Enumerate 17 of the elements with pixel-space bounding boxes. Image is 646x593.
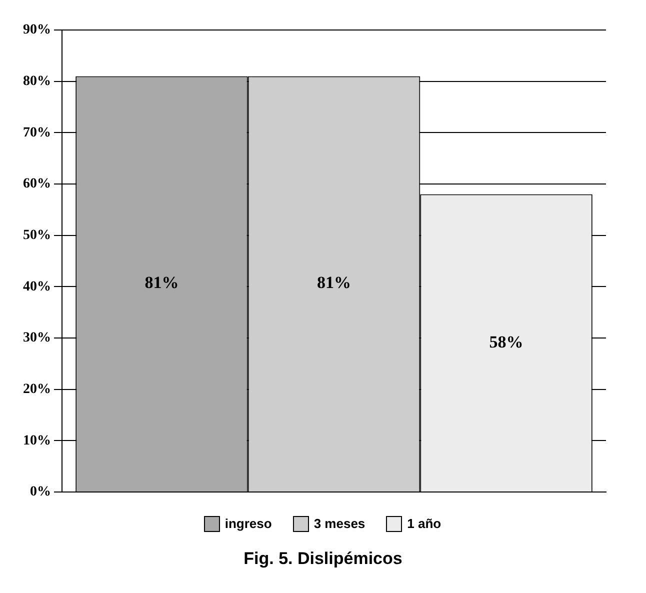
data-label: 58% <box>489 332 524 352</box>
y-tick-label: 10% <box>23 433 51 448</box>
y-tick-label: 90% <box>23 22 51 38</box>
y-tick-label: 40% <box>23 279 51 294</box>
y-tick-label: 20% <box>23 382 51 397</box>
legend-label: ingreso <box>224 516 272 531</box>
y-tick-label: 70% <box>23 125 51 140</box>
y-tick-label: 50% <box>23 228 51 243</box>
legend-label: 3 meses <box>314 516 366 531</box>
data-label: 81% <box>317 273 351 292</box>
y-tick-label: 60% <box>23 176 51 192</box>
text: Fig. 5. Dislipémicos <box>242 549 404 569</box>
legend-label: 1 año <box>407 516 442 531</box>
y-tick-label: 30% <box>23 330 51 346</box>
y-tick-label: 80% <box>23 74 51 89</box>
y-tick-label: 0% <box>30 484 51 500</box>
data-label: 81% <box>144 273 179 292</box>
